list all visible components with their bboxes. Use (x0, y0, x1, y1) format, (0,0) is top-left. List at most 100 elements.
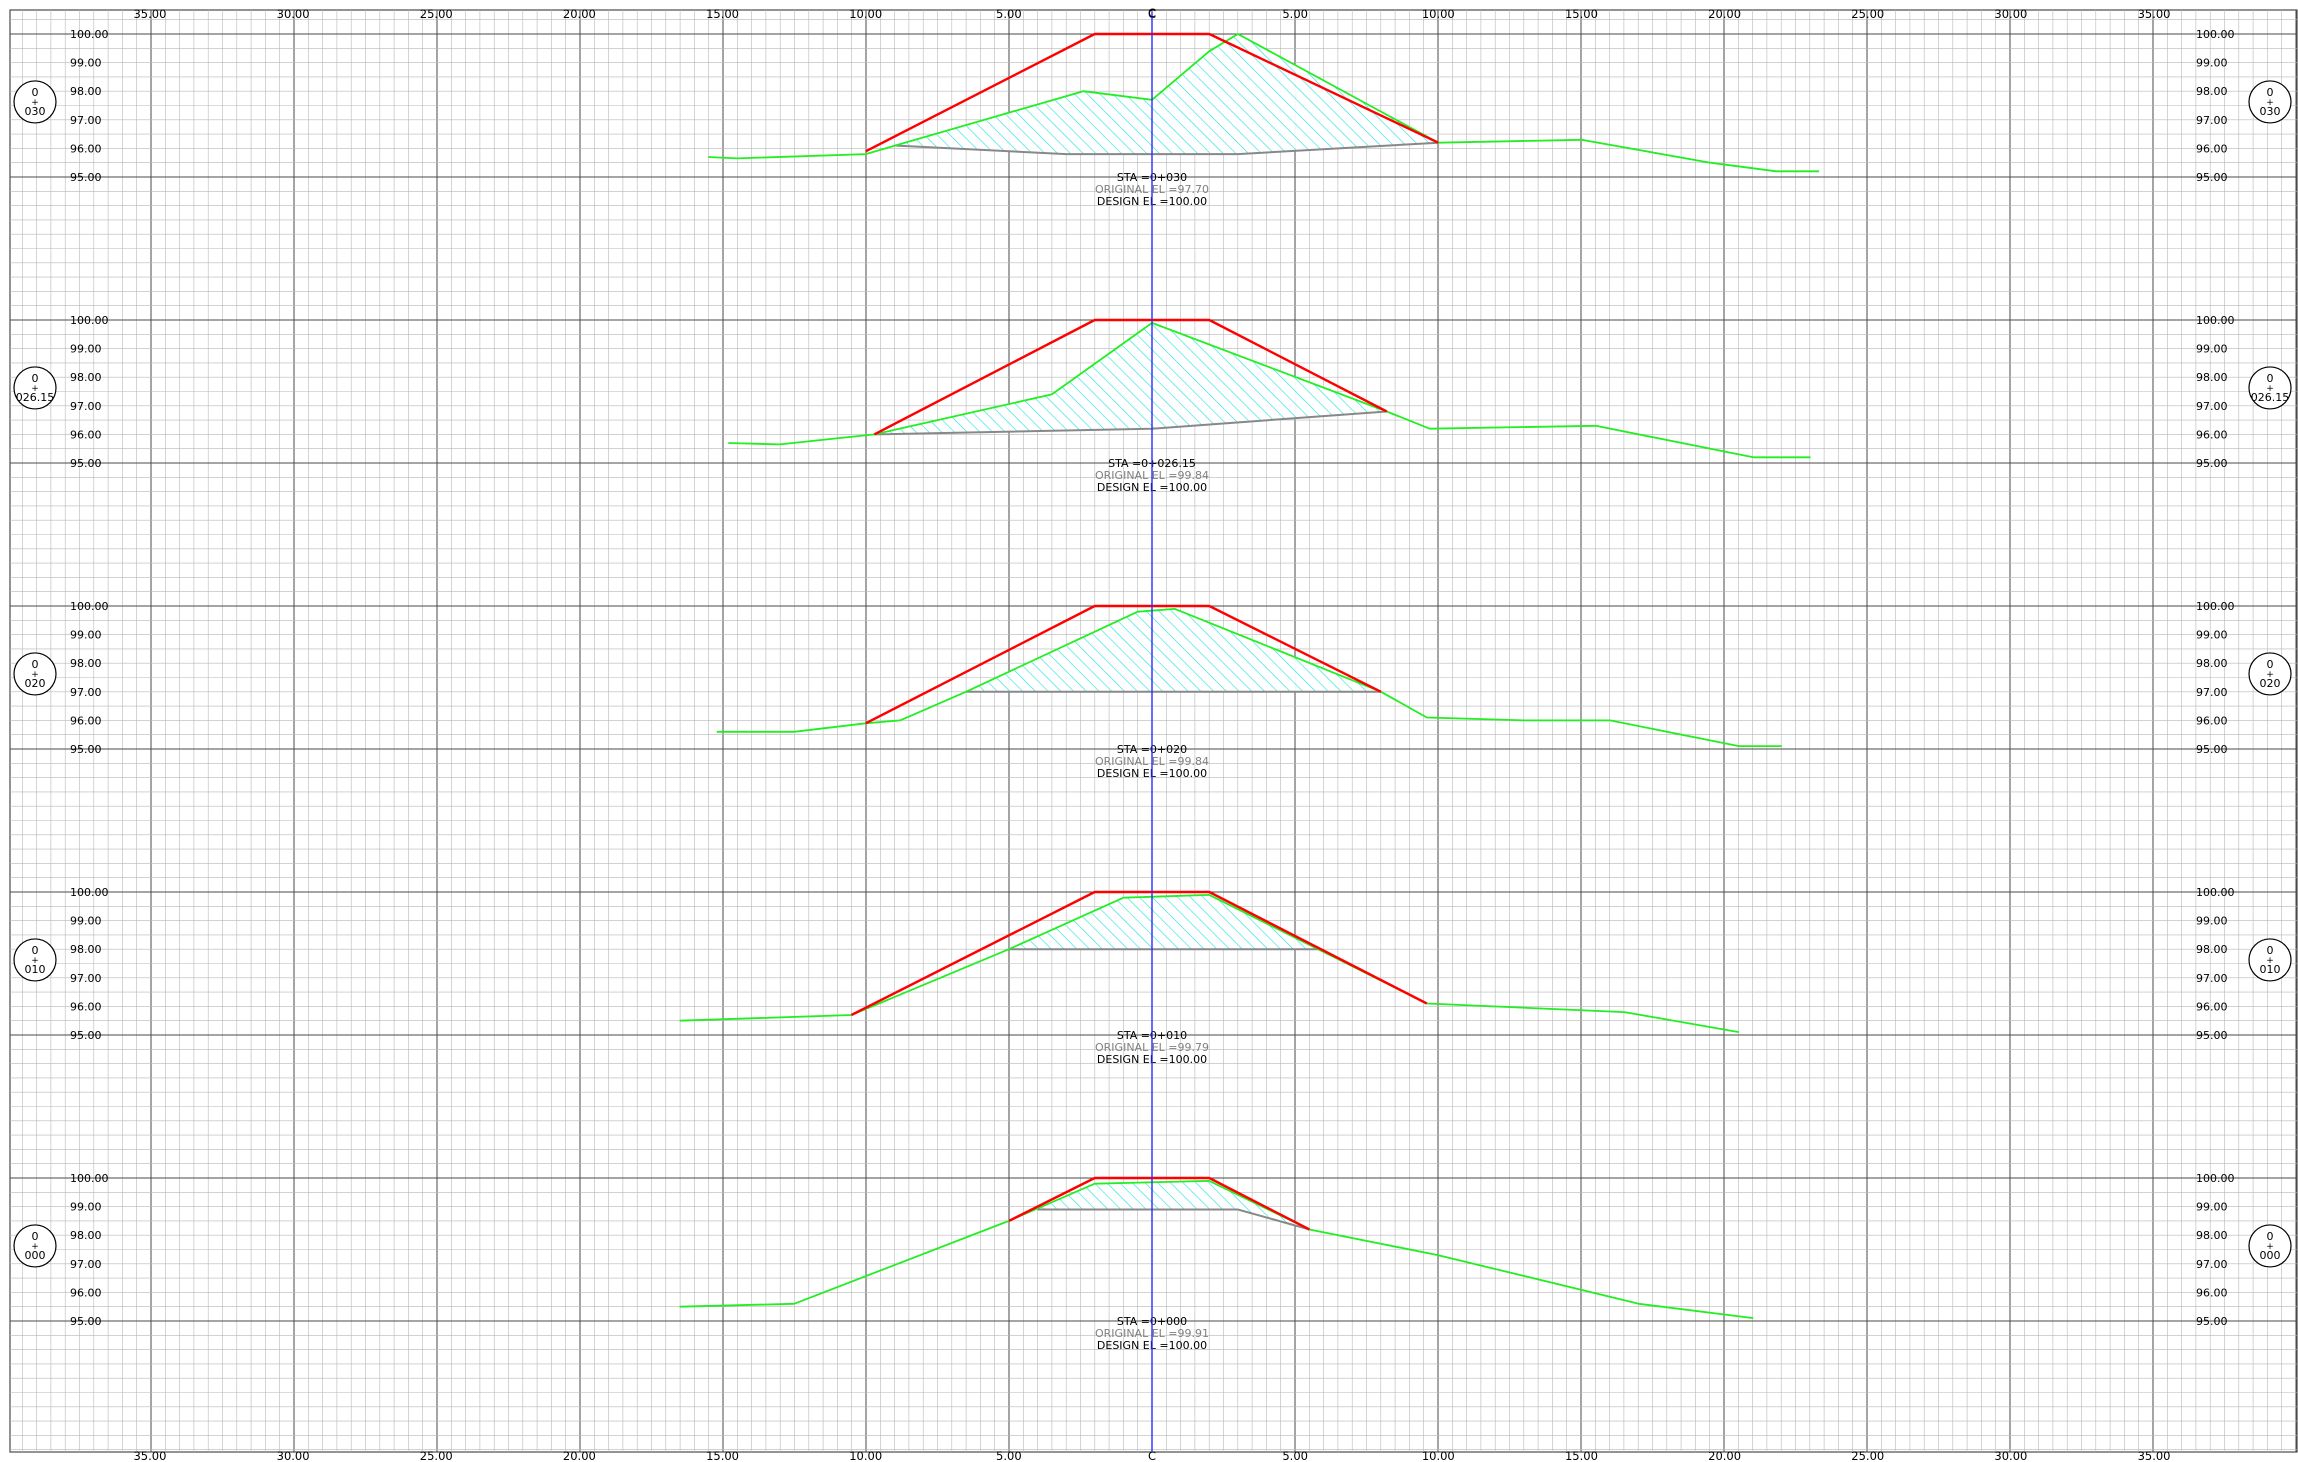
elevation-label-left: 100.00 (70, 1172, 109, 1185)
elevation-label-right: 97.00 (2196, 972, 2228, 985)
elevation-label-left: 95.00 (70, 1315, 102, 1328)
station-marker-bottom: 026.15 (2251, 391, 2290, 404)
bottom-offset-label: 30.00 (1994, 1449, 2027, 1462)
elevation-label-right: 99.00 (2196, 343, 2228, 356)
elevation-label-right: 100.00 (2196, 886, 2235, 899)
elevation-label-right: 97.00 (2196, 1258, 2228, 1271)
station-marker-left: 0+000 (13, 1224, 57, 1268)
station-marker-bottom: 000 (25, 1249, 46, 1262)
elevation-label-right: 98.00 (2196, 371, 2228, 384)
elevation-label-left: 98.00 (70, 371, 102, 384)
top-offset-label: 25.00 (1851, 7, 1884, 21)
elevation-label-right: 96.00 (2196, 428, 2228, 441)
bottom-offset-label: 15.00 (1565, 1449, 1598, 1462)
elevation-label-left: 100.00 (70, 314, 109, 327)
station-marker-bottom: 000 (2260, 1249, 2281, 1262)
station-marker-top: 0 (32, 372, 39, 385)
elevation-label-right: 100.00 (2196, 28, 2235, 41)
station-marker-mid: + (31, 384, 39, 394)
fill-hatch-area (865, 34, 1439, 155)
station-marker-circle (13, 80, 57, 124)
elevation-label-right: 100.00 (2196, 314, 2235, 327)
elevation-label-right: 95.00 (2196, 457, 2228, 470)
elevation-label-left: 98.00 (70, 85, 102, 98)
station-marker-bottom: 026.15 (16, 391, 55, 404)
bottom-offset-label: 30.00 (277, 1449, 310, 1462)
station-marker-mid: + (31, 956, 39, 966)
top-offset-label: 15.00 (1565, 7, 1598, 21)
elevation-label-left: 99.00 (70, 343, 102, 356)
station-marker-right: 0+000 (2248, 1224, 2292, 1268)
elevation-label-right: 98.00 (2196, 1229, 2228, 1242)
elevation-label-right: 97.00 (2196, 114, 2228, 127)
top-offset-label: 10.00 (849, 7, 882, 21)
elevation-label-right: 97.00 (2196, 686, 2228, 699)
elevation-label-left: 97.00 (70, 1258, 102, 1271)
top-offset-axis: 35.00 30.00 25.00 20.00 15.00 10.00 5.00 C 5.00 1… (133, 7, 2170, 21)
station-marker-top: 0 (2267, 658, 2274, 671)
elevation-label-right: 96.00 (2196, 1000, 2228, 1013)
existing-ground-line (679, 1180, 1754, 1319)
station-marker-left: 0+020 (13, 652, 57, 696)
bottom-offset-label: 20.00 (563, 1449, 596, 1462)
station-marker-circle (2248, 80, 2292, 124)
bottom-offset-label: 15.00 (706, 1449, 739, 1462)
station-marker-bottom: 010 (25, 963, 46, 976)
elevation-label-right: 96.00 (2196, 714, 2228, 727)
elevation-label-right: 95.00 (2196, 171, 2228, 184)
elevation-label-right: 96.00 (2196, 1286, 2228, 1299)
top-offset-label: 5.00 (996, 7, 1022, 21)
elevation-label-left: 96.00 (70, 428, 102, 441)
elevation-label-right: 100.00 (2196, 1172, 2235, 1185)
bottom-offset-label: C (1148, 1449, 1156, 1462)
fill-hatch-area (965, 608, 1381, 692)
bottom-offset-label: 35.00 (2138, 1449, 2171, 1462)
station-marker-bottom: 030 (25, 105, 46, 118)
station-marker-top: 0 (32, 86, 39, 99)
station-marker-top: 0 (32, 1230, 39, 1243)
station-marker-left: 0+030 (13, 80, 57, 124)
station-marker-circle (2248, 652, 2292, 696)
elevation-label-left: 98.00 (70, 657, 102, 670)
elevation-label-left: 97.00 (70, 114, 102, 127)
station-marker-left: 0+026.15 (13, 366, 57, 410)
elevation-label-right: 98.00 (2196, 85, 2228, 98)
station-marker-bottom: 010 (2260, 963, 2281, 976)
station-marker-mid: + (31, 670, 39, 680)
elevation-label-left: 100.00 (70, 28, 109, 41)
station-marker-top: 0 (32, 658, 39, 671)
sections: 100.00 100.00 99.00 99.00 98.00 98.00 97.00 97.… (13, 28, 2292, 1352)
station-marker-bottom: 030 (2260, 105, 2281, 118)
elevation-label-right: 98.00 (2196, 657, 2228, 670)
elevation-label-left: 95.00 (70, 743, 102, 756)
top-offset-label: 20.00 (1708, 7, 1741, 21)
station-marker-right: 0+026.15 (2248, 366, 2292, 410)
elevation-label-right: 99.00 (2196, 57, 2228, 70)
elevation-label-left: 95.00 (70, 457, 102, 470)
elevation-label-right: 95.00 (2196, 743, 2228, 756)
bottom-offset-label: 20.00 (1708, 1449, 1741, 1462)
elevation-label-left: 100.00 (70, 600, 109, 613)
elevation-label-left: 96.00 (70, 1000, 102, 1013)
station-marker-top: 0 (2267, 1230, 2274, 1243)
station-marker-right: 0+020 (2248, 652, 2292, 696)
elevation-label-right: 97.00 (2196, 400, 2228, 413)
bottom-offset-label: 5.00 (996, 1449, 1022, 1462)
grid (9, 9, 2298, 1453)
elevation-label-left: 96.00 (70, 714, 102, 727)
station-marker-top: 0 (2267, 86, 2274, 99)
section-010: 100.00 100.00 99.00 99.00 98.00 98.00 97.00 97.… (13, 886, 2292, 1066)
station-marker-circle (2248, 1224, 2292, 1268)
station-marker-mid: + (2266, 670, 2274, 680)
station-marker-circle (13, 366, 57, 410)
station-marker-bottom: 020 (2260, 677, 2281, 690)
elevation-label-right: 95.00 (2196, 1315, 2228, 1328)
centerline-label-top: C (1148, 6, 1156, 20)
top-offset-label: 20.00 (563, 7, 596, 21)
elevation-label-left: 96.00 (70, 142, 102, 155)
elevation-label-left: 99.00 (70, 915, 102, 928)
grid-border (9, 9, 2298, 1453)
elevation-label-right: 99.00 (2196, 1201, 2228, 1214)
elevation-label-right: 99.00 (2196, 629, 2228, 642)
